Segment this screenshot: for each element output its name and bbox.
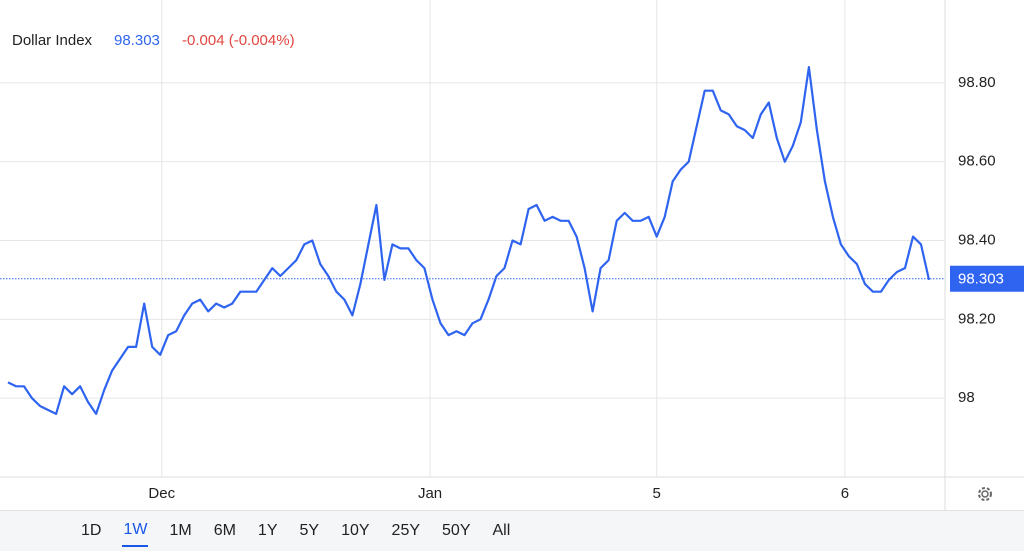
range-button[interactable]: 6M: [213, 522, 236, 539]
x-tick-label: Jan: [418, 485, 442, 502]
range-button[interactable]: 1D: [81, 522, 102, 539]
range-button[interactable]: 10Y: [341, 522, 370, 539]
range-button[interactable]: 5Y: [299, 522, 320, 539]
price-line-series: [7, 66, 931, 415]
y-tick-label: 98.60: [958, 153, 996, 170]
price-tag: [950, 265, 1024, 292]
price-tag-label: 98.303: [958, 271, 1004, 288]
range-button[interactable]: 25Y: [391, 522, 421, 539]
range-button[interactable]: 50Y: [442, 522, 471, 539]
range-bar: 1D 1W 1M 6M 1Y 5Y 10Y 25Y 50Y All: [0, 510, 1024, 551]
chart-title: Dollar Index: [12, 32, 93, 49]
settings-icon[interactable]: [978, 487, 992, 501]
y-tick-label: 98: [958, 389, 975, 406]
y-tick-label: 98.40: [958, 231, 996, 248]
price-change: -0.004 (-0.004%): [182, 32, 295, 49]
chart: Dollar Index 98.303 -0.004 (-0.004%) 98 9…: [0, 0, 1024, 510]
y-tick-label: 98.20: [958, 310, 996, 327]
x-tick-label: 5: [653, 485, 661, 502]
range-button[interactable]: 1M: [169, 522, 192, 539]
range-button[interactable]: 1Y: [257, 522, 278, 539]
range-button[interactable]: 1W: [122, 515, 149, 547]
y-tick-label: 98.80: [958, 74, 996, 91]
last-price: 98.303: [114, 32, 160, 49]
range-button[interactable]: All: [492, 522, 511, 539]
x-tick-label: 6: [841, 485, 849, 502]
x-tick-label: Dec: [148, 485, 175, 502]
